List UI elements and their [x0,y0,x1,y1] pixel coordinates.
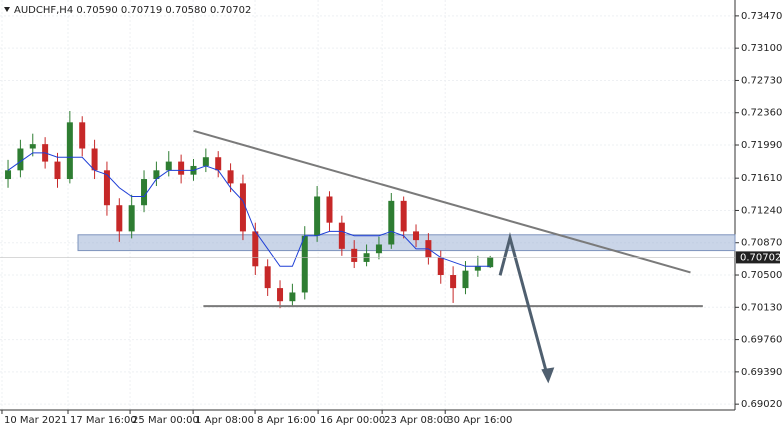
x-tick-label: 16 Apr 00:00 [320,415,385,426]
candle-body [202,157,209,166]
candle-body [239,183,246,232]
y-tick-label: 0.70500 [741,270,782,281]
candle-body [66,122,73,180]
candle-body [103,170,110,206]
trend-line [193,129,691,274]
x-tick-label: 8 Apr 16:00 [257,415,316,426]
y-tick-label: 0.72730 [741,75,782,86]
y-tick-label: 0.73470 [741,11,782,22]
candle-body [178,161,185,175]
candle-body [437,257,444,276]
candle-body [116,205,123,232]
candle-body [301,235,308,293]
x-tick-label: 17 Mar 16:00 [70,415,137,426]
x-tick-label: 25 Mar 00:00 [132,415,199,426]
candle-body [128,205,135,232]
candle-body [17,148,24,171]
last-price-box [736,251,780,264]
x-tick-label: 30 Apr 16:00 [447,415,512,426]
candle-body [351,248,358,262]
candle-body [474,266,481,271]
arrow-head [541,367,555,384]
candle-body [388,200,395,245]
candle-body [79,122,86,149]
candle-body [487,257,494,268]
candle-body [227,170,234,184]
y-tick-label: 0.72360 [741,108,782,119]
x-tick-label: 10 Mar 2021 [4,415,67,426]
candle-body [326,196,333,223]
candle-body [413,231,420,241]
candle-body [462,270,469,289]
last-price-label: 0.70702 [740,252,781,263]
y-tick-label: 0.71990 [741,140,782,151]
forecast-arrow [498,231,550,380]
candle-body [252,231,259,267]
candle-body [141,179,148,206]
candle-body [400,200,407,232]
candle-body [215,157,222,171]
support-zone [77,234,736,252]
candle-body [277,288,284,302]
candle-body [314,196,321,236]
candle-body [54,161,61,180]
candle-body [289,292,296,302]
candle-body [375,244,382,254]
y-tick-label: 0.70870 [741,238,782,249]
x-tick-label: 1 Apr 08:00 [195,415,254,426]
candle-body [264,266,271,289]
candle-body [153,170,160,180]
candle-body [450,275,457,289]
y-tick-label: 0.71610 [741,173,782,184]
y-tick-label: 0.69020 [741,399,782,410]
candle-body [91,148,98,171]
y-tick-label: 0.69760 [741,335,782,346]
y-tick-label: 0.71240 [741,205,782,216]
candle-body [165,161,172,171]
candle-body [5,170,12,180]
candle-body [29,144,36,149]
y-tick-label: 0.69390 [741,367,782,378]
candle-body [338,222,345,249]
y-tick-label: 0.73100 [741,43,782,54]
x-tick-label: 23 Apr 08:00 [384,415,449,426]
chart-title: AUDCHF,H4 0.70590 0.70719 0.70580 0.7070… [14,5,251,16]
menu-triangle [4,7,10,12]
indicator-line [7,152,491,267]
y-tick-label: 0.70130 [741,302,782,313]
